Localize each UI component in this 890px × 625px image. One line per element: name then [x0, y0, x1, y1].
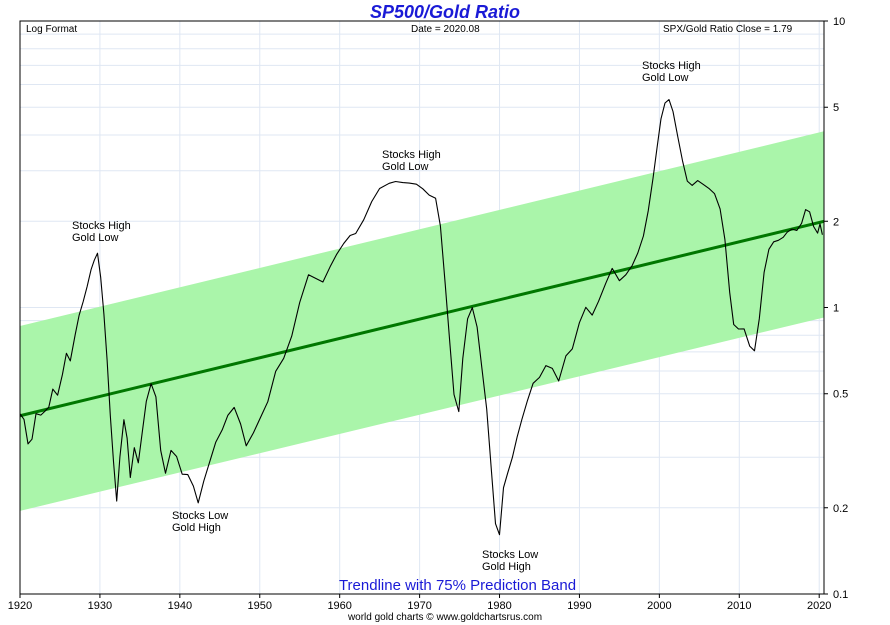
- annotation-1942: Stocks Low Gold High: [172, 510, 229, 534]
- ratio-close-label: SPX/Gold Ratio Close = 1.79: [663, 24, 793, 35]
- x-tick-label: 2010: [727, 600, 751, 612]
- footer-credit: world gold charts © www.goldchartsrus.co…: [347, 612, 543, 623]
- x-tick-label: 1950: [248, 600, 272, 612]
- x-tick-label: 1960: [327, 600, 351, 612]
- x-tick-label: 1930: [88, 600, 112, 612]
- annotation-1929: Stocks High Gold Low: [72, 220, 131, 244]
- x-tick-label: 1990: [567, 600, 591, 612]
- x-tick-label: 1920: [8, 600, 32, 612]
- annotation-1980: Stocks Low Gold High: [482, 549, 539, 573]
- x-tick-label: 1940: [168, 600, 192, 612]
- y-tick-label: 0.1: [833, 589, 848, 601]
- chart-title: SP500/Gold Ratio: [369, 2, 521, 22]
- x-tick-label: 1970: [407, 600, 431, 612]
- date-label: Date = 2020.08: [411, 24, 480, 35]
- chart-subtitle: Trendline with 75% Prediction Band: [338, 577, 577, 594]
- y-tick-label: 10: [833, 16, 845, 28]
- prediction-band: [20, 131, 824, 511]
- trendline: [19, 219, 825, 418]
- x-tick-label: 2020: [807, 600, 831, 612]
- y-tick-label: 1: [833, 303, 839, 315]
- log-format-label: Log Format: [26, 24, 78, 35]
- annotation-1999: Stocks High Gold Low: [642, 60, 701, 84]
- annotation-1966: Stocks High Gold Low: [382, 149, 441, 173]
- x-tick-label: 2000: [647, 600, 671, 612]
- x-tick-label: 1980: [487, 600, 511, 612]
- y-tick-label: 5: [833, 102, 839, 114]
- y-tick-label: 0.2: [833, 503, 848, 515]
- y-tick-label: 2: [833, 216, 839, 228]
- y-tick-label: 0.5: [833, 389, 848, 401]
- ratio-line: [19, 99, 823, 536]
